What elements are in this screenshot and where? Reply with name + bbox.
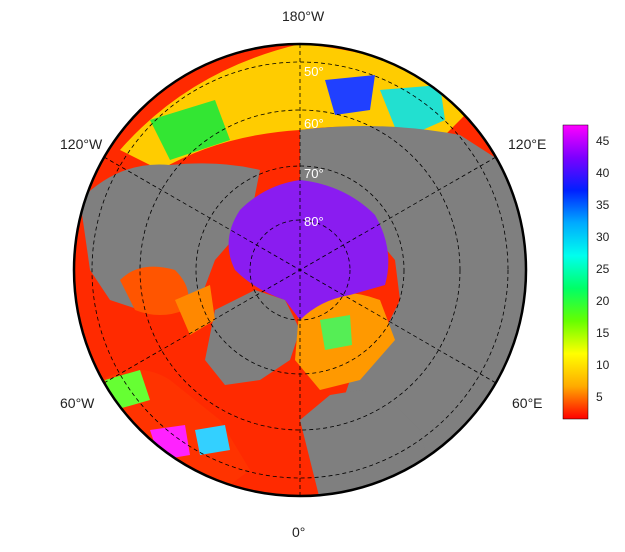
graticule [91, 44, 509, 496]
colorbar-tick-30: 30 [596, 230, 610, 244]
pacific-green-patch [150, 100, 230, 160]
colorbar-tick-10: 10 [596, 358, 610, 372]
barents-green-patch [320, 315, 352, 350]
lat-label-50: 50° [304, 64, 324, 79]
colorbar-tick-45: 45 [596, 134, 610, 148]
lat-label-80: 80° [304, 214, 324, 229]
lat-circle-50 [91, 61, 509, 479]
colorbar-tick-40: 40 [596, 166, 610, 180]
atlantic-cyan-patch [195, 425, 230, 455]
lon-label-60w: 60°W [60, 395, 95, 411]
lon-label-180w: 180°W [282, 8, 325, 24]
lat-label-60: 60° [304, 116, 324, 131]
lon-label-120w: 120°W [60, 136, 103, 152]
arctic-ice [228, 180, 389, 320]
pacific-blue-patch [325, 75, 375, 115]
land-europe [300, 390, 430, 496]
colorbar-tick-25: 25 [596, 262, 610, 276]
colorbar-bar [562, 124, 589, 420]
land-north-america [80, 163, 260, 310]
lat-circle-60 [139, 109, 461, 431]
meridian-120 [103, 156, 497, 384]
pacific-cyan-patch [380, 85, 445, 140]
lat-label-70: 70° [304, 166, 324, 181]
lon-label-60e: 60°E [512, 395, 543, 411]
map-border [72, 42, 528, 498]
colorbar [562, 124, 589, 420]
baffin-bay [175, 285, 215, 335]
hudson-bay [120, 266, 189, 315]
lon-label-0: 0° [292, 524, 306, 540]
colorbar-tick-5: 5 [596, 390, 603, 404]
colorbar-tick-15: 15 [596, 326, 610, 340]
colorbar-tick-35: 35 [596, 198, 610, 212]
colorbar-tick-20: 20 [596, 294, 610, 308]
lon-label-120e: 120°E [508, 136, 547, 152]
land-greenland [205, 290, 300, 385]
